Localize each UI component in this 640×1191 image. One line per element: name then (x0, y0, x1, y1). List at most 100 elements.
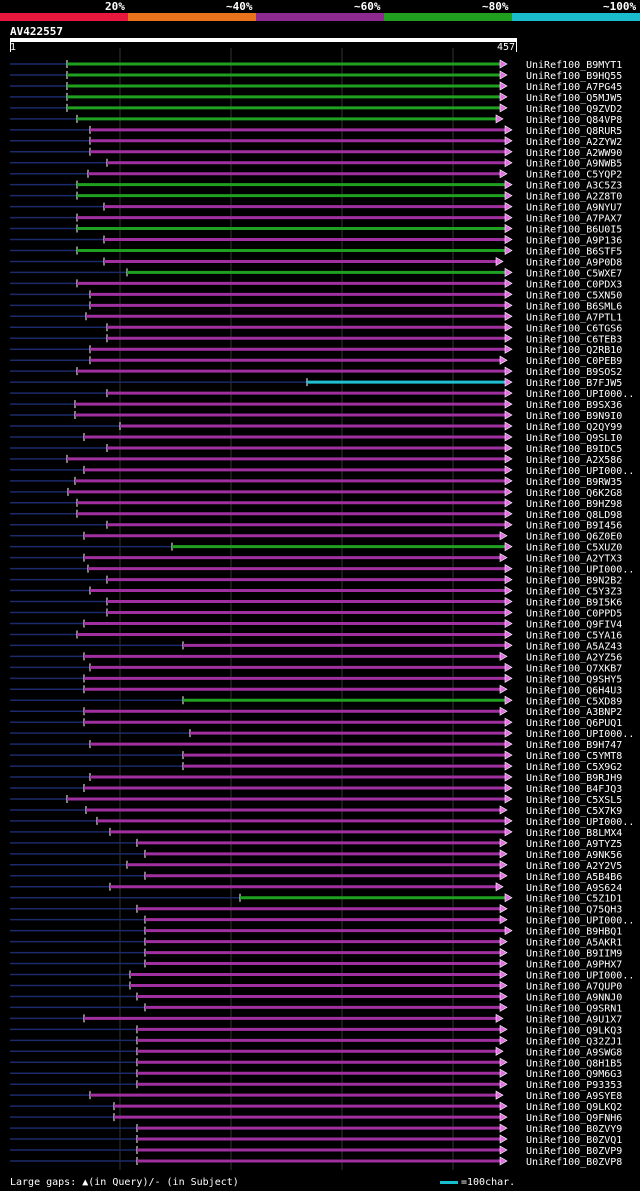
hit-row[interactable]: UniRef100_UPI000.. (10, 465, 634, 477)
hit-label[interactable]: UniRef100_Q9SRN1 (526, 1003, 622, 1014)
hit-label[interactable]: UniRef100_A3C5Z3 (526, 181, 622, 192)
hit-row[interactable]: UniRef100_A9TYZ5 (10, 838, 622, 850)
hit-row[interactable]: UniRef100_B9MYT1 (10, 59, 622, 71)
hit-row[interactable]: UniRef100_A9PHX7 (10, 959, 622, 971)
hit-label[interactable]: UniRef100_B9SOS2 (526, 367, 622, 378)
hit-row[interactable]: UniRef100_Q6H4U3 (10, 684, 622, 696)
hit-label[interactable]: UniRef100_A9TYZ5 (526, 839, 622, 850)
hit-row[interactable]: UniRef100_C5YMT8 (10, 750, 622, 762)
hit-row[interactable]: UniRef100_UPI000.. (10, 969, 634, 982)
hit-row[interactable]: UniRef100_Q9SLI0 (10, 432, 622, 444)
hit-row[interactable]: UniRef100_Q2QY99 (10, 421, 622, 433)
hit-label[interactable]: UniRef100_Q9FIV4 (526, 619, 622, 630)
hit-label[interactable]: UniRef100_A9U1X7 (526, 1014, 622, 1025)
hit-label[interactable]: UniRef100_A9NK56 (526, 850, 622, 861)
hit-row[interactable]: UniRef100_B9I5K6 (10, 597, 622, 609)
hit-row[interactable]: UniRef100_C5XD89 (10, 695, 622, 707)
hit-label[interactable]: UniRef100_Q6H4U3 (526, 685, 622, 696)
hit-label[interactable]: UniRef100_Q9LKQ3 (526, 1025, 622, 1036)
hit-row[interactable]: UniRef100_P93353 (10, 1079, 622, 1091)
hit-label[interactable]: UniRef100_P93353 (526, 1080, 622, 1091)
hit-label[interactable]: UniRef100_C5XD89 (526, 696, 622, 707)
hit-label[interactable]: UniRef100_Q2QY99 (526, 422, 622, 433)
hit-row[interactable]: UniRef100_C5Y3Z3 (10, 586, 622, 598)
hit-label[interactable]: UniRef100_B9SX36 (526, 400, 622, 411)
hit-row[interactable]: UniRef100_Q9SHY5 (10, 673, 622, 685)
hit-row[interactable]: UniRef100_A9NWB5 (10, 158, 622, 170)
hit-label[interactable]: UniRef100_B9IDC5 (526, 444, 622, 455)
hit-row[interactable]: UniRef100_A9P136 (10, 235, 622, 247)
hit-label[interactable]: UniRef100_C6TEB3 (526, 334, 622, 345)
hit-row[interactable]: UniRef100_Q84VP8 (10, 114, 622, 126)
hit-row[interactable]: UniRef100_B0ZVP8 (10, 1156, 622, 1168)
hit-label[interactable]: UniRef100_B9IIM9 (526, 949, 622, 960)
hit-label[interactable]: UniRef100_C5XN50 (526, 290, 622, 301)
hit-row[interactable]: UniRef100_C5X9G2 (10, 761, 622, 773)
hit-row[interactable]: UniRef100_B9I456 (10, 520, 622, 532)
hit-label[interactable]: UniRef100_Q6PUQ1 (526, 718, 622, 729)
hit-row[interactable]: UniRef100_Q9FIV4 (10, 618, 622, 630)
hit-label[interactable]: UniRef100_B9I5K6 (526, 598, 622, 609)
hit-row[interactable]: UniRef100_C0PPD5 (10, 607, 622, 620)
hit-row[interactable]: UniRef100_C5Z1D1 (10, 893, 622, 905)
hit-label[interactable]: UniRef100_A2WW90 (526, 148, 622, 159)
hit-label[interactable]: UniRef100_C0PEB9 (526, 356, 622, 367)
hit-row[interactable]: UniRef100_Q32ZJ1 (10, 1035, 622, 1047)
hit-label[interactable]: UniRef100_Q75QH3 (526, 905, 622, 916)
hit-row[interactable]: UniRef100_Q9ZVD2 (10, 103, 622, 115)
hit-label[interactable]: UniRef100_B9N2B2 (526, 576, 622, 587)
hit-label[interactable]: UniRef100_A9S624 (526, 883, 622, 894)
hit-row[interactable]: UniRef100_Q9LKQ2 (10, 1101, 622, 1113)
hit-label[interactable]: UniRef100_A9P136 (526, 236, 622, 247)
hit-row[interactable]: UniRef100_A9P0D8 (10, 256, 622, 268)
hit-row[interactable]: UniRef100_UPI000.. (10, 564, 634, 576)
hit-row[interactable]: UniRef100_C0PEB9 (10, 355, 622, 367)
hit-row[interactable]: UniRef100_Q6K2G8 (10, 487, 622, 499)
hit-label[interactable]: UniRef100_C5WXE7 (526, 268, 622, 279)
hit-label[interactable]: UniRef100_UPI000.. (526, 389, 634, 400)
hit-label[interactable]: UniRef100_A5B4B6 (526, 872, 622, 883)
hit-row[interactable]: UniRef100_B4FJQ3 (10, 783, 622, 795)
hit-label[interactable]: UniRef100_UPI000.. (526, 565, 634, 576)
hit-label[interactable]: UniRef100_C5YQP2 (526, 170, 622, 181)
hit-label[interactable]: UniRef100_Q9M6G3 (526, 1069, 622, 1080)
hit-row[interactable]: UniRef100_UPI000.. (10, 816, 634, 828)
hit-label[interactable]: UniRef100_B6U0I5 (526, 225, 622, 236)
hit-row[interactable]: UniRef100_Q9FNH6 (10, 1112, 622, 1124)
hit-label[interactable]: UniRef100_B4FJQ3 (526, 784, 622, 795)
hit-label[interactable]: UniRef100_A9P0D8 (526, 257, 622, 268)
hit-row[interactable]: UniRef100_Q8H1B5 (10, 1057, 622, 1069)
hit-label[interactable]: UniRef100_B9RW35 (526, 477, 622, 488)
hit-label[interactable]: UniRef100_Q5MJW5 (526, 93, 622, 104)
hit-label[interactable]: UniRef100_C0PPD5 (526, 609, 622, 620)
hit-label[interactable]: UniRef100_C5Y3Z3 (526, 587, 622, 598)
hit-row[interactable]: UniRef100_B0ZVQ1 (10, 1134, 622, 1146)
hit-row[interactable]: UniRef100_Q9M6G3 (10, 1068, 622, 1080)
hit-label[interactable]: UniRef100_UPI000.. (526, 817, 634, 828)
hit-label[interactable]: UniRef100_B6STF5 (526, 246, 622, 257)
hit-row[interactable]: UniRef100_A3C5Z3 (10, 180, 622, 192)
hit-row[interactable]: UniRef100_C5YQP2 (10, 169, 622, 181)
hit-row[interactable]: UniRef100_B8LMX4 (10, 827, 622, 839)
hit-row[interactable]: UniRef100_UPI000.. (10, 388, 634, 400)
hit-label[interactable]: UniRef100_B0ZVP9 (526, 1146, 622, 1157)
hit-label[interactable]: UniRef100_A2X586 (526, 455, 622, 466)
hit-label[interactable]: UniRef100_A2YTX3 (526, 554, 622, 565)
hit-row[interactable]: UniRef100_A2Z8T0 (10, 191, 622, 203)
hit-label[interactable]: UniRef100_C5X7K9 (526, 806, 622, 817)
hit-label[interactable]: UniRef100_Q32ZJ1 (526, 1036, 622, 1047)
hit-row[interactable]: UniRef100_A9NNJ0 (10, 991, 622, 1003)
hit-row[interactable]: UniRef100_B9N2B2 (10, 575, 622, 587)
hit-row[interactable]: UniRef100_A9NYU7 (10, 202, 622, 214)
hit-row[interactable]: UniRef100_B9IIM9 (10, 948, 622, 960)
hit-label[interactable]: UniRef100_Q9ZVD2 (526, 104, 622, 115)
hit-row[interactable]: UniRef100_B9RJH9 (10, 772, 622, 784)
hit-label[interactable]: UniRef100_UPI000.. (526, 729, 634, 740)
hit-row[interactable]: UniRef100_B9HQ55 (10, 70, 622, 82)
hit-row[interactable]: UniRef100_A9NK56 (10, 849, 622, 861)
hit-row[interactable]: UniRef100_A9S624 (10, 882, 622, 894)
hit-row[interactable]: UniRef100_A5AKR1 (10, 937, 622, 949)
hit-label[interactable]: UniRef100_A2Y2V5 (526, 861, 622, 872)
hit-row[interactable]: UniRef100_B6STF5 (10, 245, 622, 257)
hit-row[interactable]: UniRef100_A9U1X7 (10, 1013, 622, 1025)
